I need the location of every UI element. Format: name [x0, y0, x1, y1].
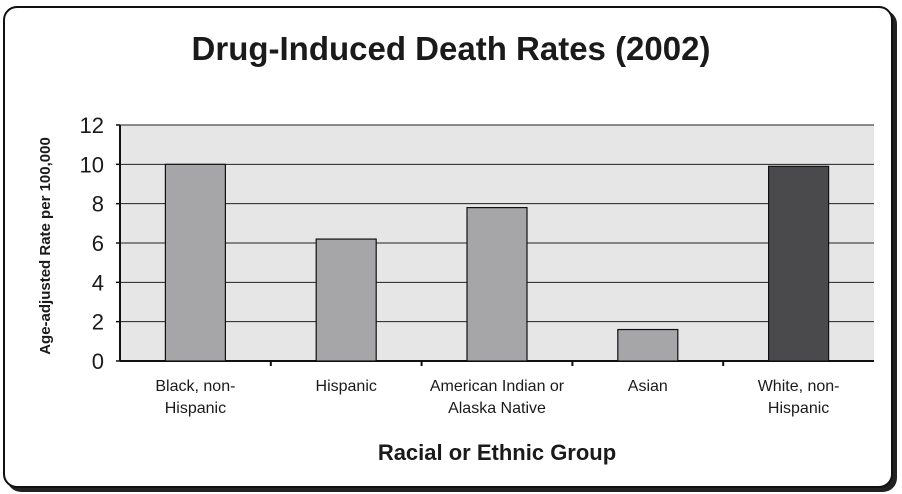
- x-tick-label: Hispanic: [316, 378, 377, 395]
- x-tick-label: Asian: [628, 378, 668, 395]
- x-axis-label: Racial or Ethnic Group: [378, 440, 616, 465]
- y-axis-label: Age-adjusted Rate per 100,000: [37, 137, 54, 355]
- y-tick-label: 2: [92, 310, 104, 335]
- x-tick-label: American Indian or Alaska Native: [430, 378, 565, 417]
- y-tick-label: 4: [92, 270, 104, 295]
- bar: [165, 164, 225, 361]
- bar: [467, 208, 527, 361]
- y-tick-label: 0: [92, 349, 104, 374]
- y-tick-label: 12: [80, 113, 104, 138]
- bar: [316, 239, 376, 361]
- y-tick-label: 6: [92, 231, 104, 256]
- y-tick-label: 10: [80, 152, 104, 177]
- bar: [769, 166, 829, 361]
- x-tick-label: Black, non-Hispanic: [155, 378, 235, 417]
- x-tick-label: White, non-Hispanic: [758, 378, 840, 417]
- y-tick-label: 8: [92, 192, 104, 217]
- bar: [618, 330, 678, 361]
